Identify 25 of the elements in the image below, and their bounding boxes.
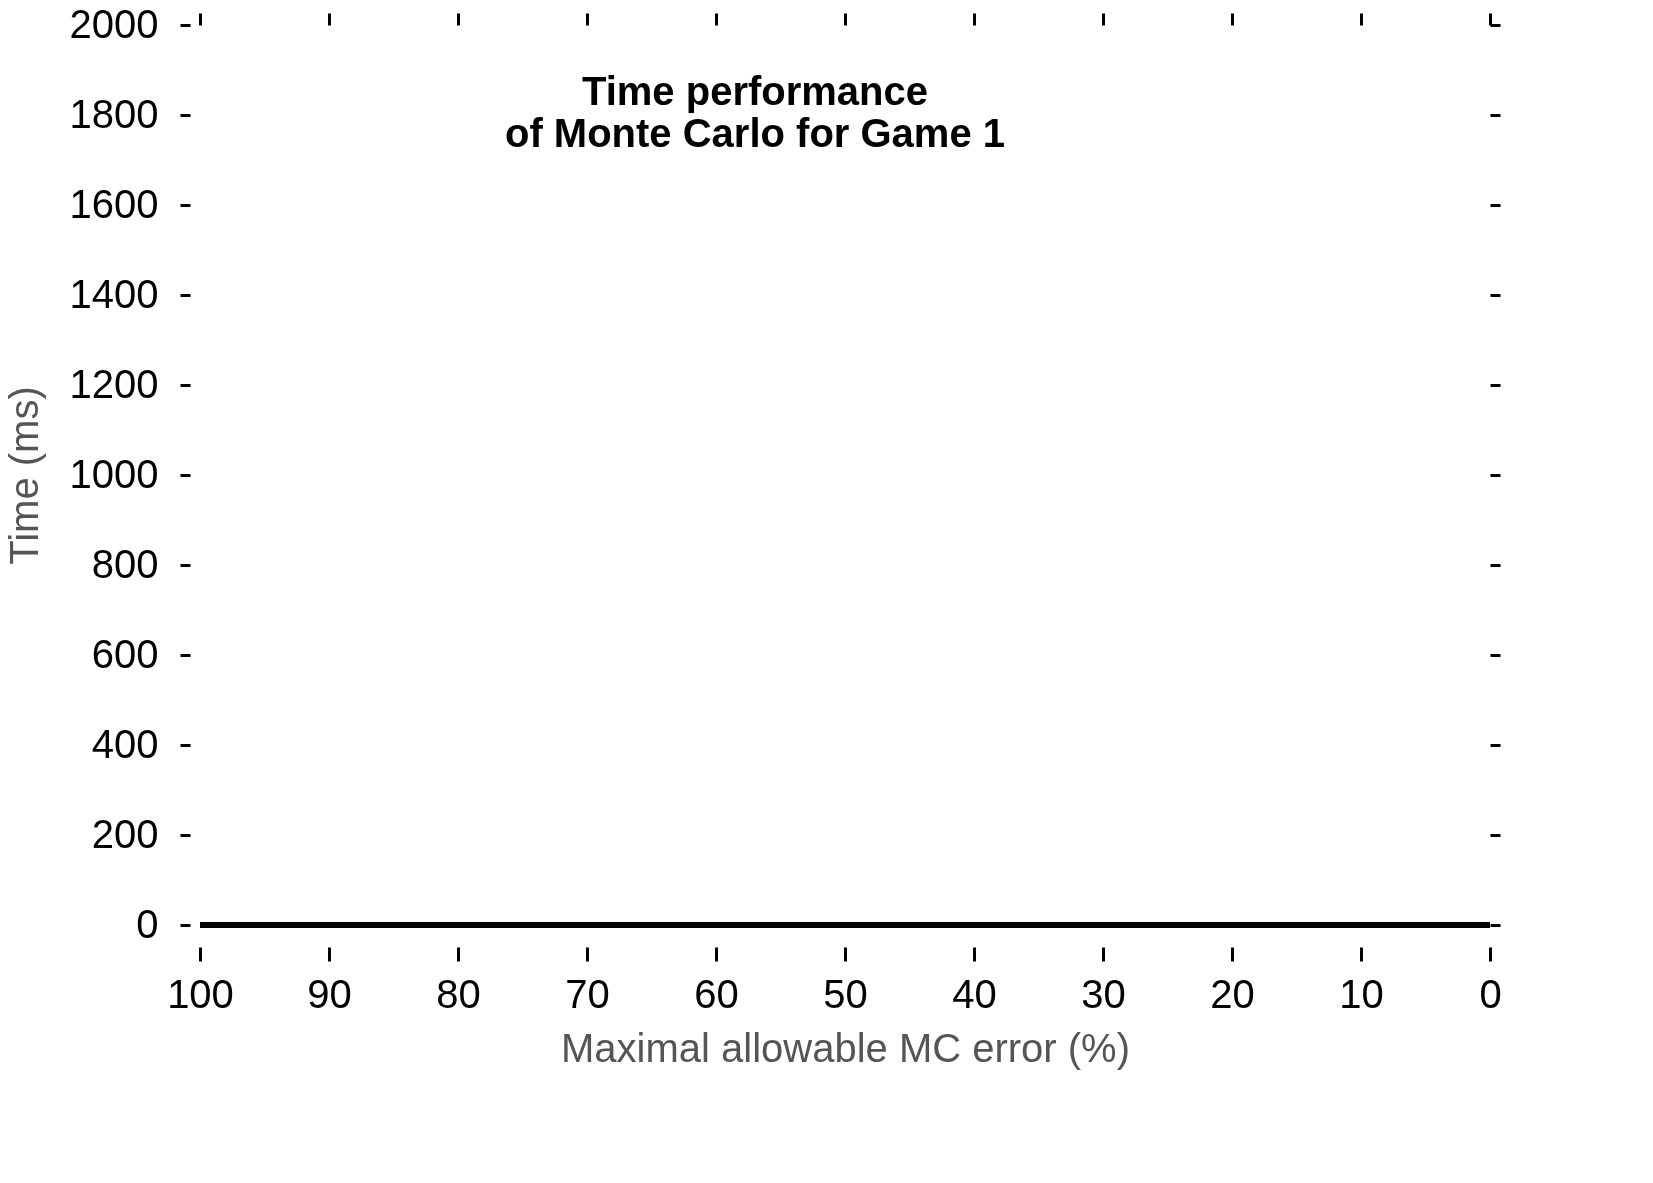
x-tick-label: 20 — [1210, 971, 1255, 1016]
y-tick-label: 1200 — [69, 361, 159, 406]
x-tick-label: 90 — [307, 971, 352, 1016]
y-axis-title: Time (ms) — [1, 386, 46, 565]
y-tick-label: 400 — [91, 721, 159, 766]
y-tick-label: 800 — [91, 541, 159, 586]
text: Time performance of Monte Carlo for Game 1 — [504, 69, 1006, 155]
y-tick-label: 2000 — [69, 1, 159, 46]
y-tick-label: 0 — [136, 901, 159, 946]
x-tick-label: 10 — [1339, 971, 1384, 1016]
x-tick-label: 40 — [952, 971, 997, 1016]
y-tick-label: 600 — [91, 631, 159, 676]
y-tick-label: 1400 — [69, 271, 159, 316]
y-tick-label: 1000 — [69, 451, 159, 496]
x-axis-title: Maximal allowable MC error (%) — [560, 1025, 1131, 1070]
x-tick-label: 30 — [1081, 971, 1126, 1016]
y-tick-label: 1600 — [69, 181, 159, 226]
x-tick-label: 60 — [694, 971, 739, 1016]
y-tick-label: 1800 — [69, 91, 159, 136]
x-tick-label: 100 — [167, 971, 234, 1016]
y-tick-label: 200 — [91, 811, 159, 856]
x-tick-label: 80 — [436, 971, 481, 1016]
x-tick-label: 0 — [1479, 971, 1502, 1016]
x-tick-label: 50 — [823, 971, 868, 1016]
x-tick-label: 70 — [565, 971, 610, 1016]
